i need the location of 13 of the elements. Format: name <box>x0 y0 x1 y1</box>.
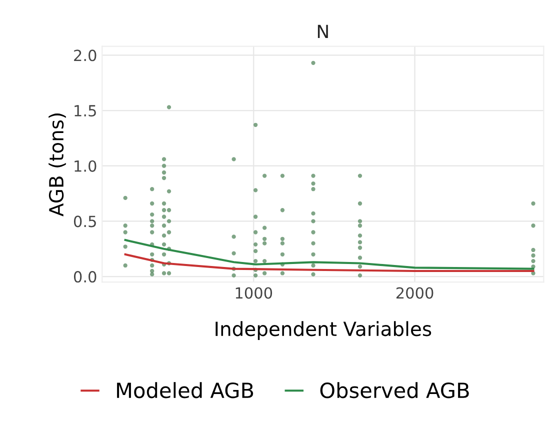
y-tick-label: 1.5 <box>74 105 96 117</box>
y-axis-title: AGB (tons) <box>48 114 66 216</box>
x-axis-title: Independent Variables <box>216 321 432 340</box>
y-tick-label: 0.5 <box>74 216 96 228</box>
y-tick-label: 2.0 <box>74 50 96 62</box>
legend-label: Observed AGB <box>320 382 469 398</box>
chart-title: N <box>318 24 328 38</box>
legend-label: Modeled AGB <box>117 382 254 398</box>
y-tick-label: 0.0 <box>74 271 96 283</box>
line-series <box>124 238 534 270</box>
x-tick-label: 2000 <box>396 287 434 299</box>
x-tick-label: 1000 <box>236 287 272 299</box>
y-tick-label: 1.0 <box>74 160 96 172</box>
